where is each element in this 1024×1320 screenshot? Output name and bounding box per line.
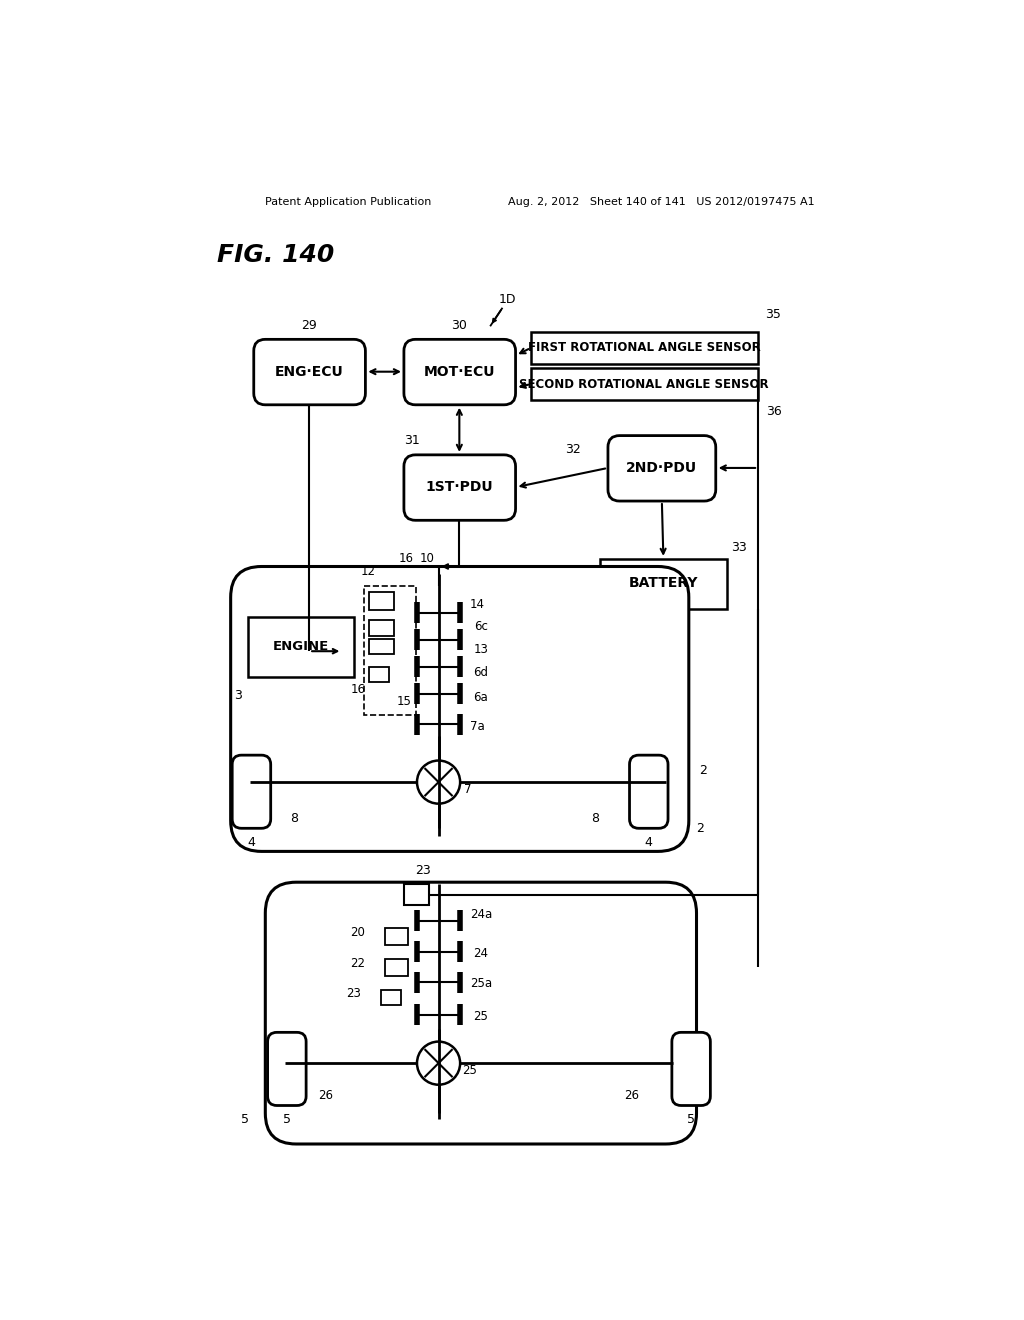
FancyBboxPatch shape [267,1032,306,1106]
Text: 6a: 6a [473,690,488,704]
Bar [248,616,354,677]
Text: 20: 20 [350,925,366,939]
Text: 16: 16 [398,552,414,565]
Bar [531,331,758,364]
Text: 32: 32 [565,444,582,455]
Text: FIG. 140: FIG. 140 [217,243,334,267]
Text: 33: 33 [731,541,746,554]
Text: 6d: 6d [473,667,488,680]
FancyBboxPatch shape [608,436,716,502]
Text: 2: 2 [696,822,705,834]
FancyBboxPatch shape [630,755,668,829]
Text: Aug. 2, 2012   Sheet 140 of 141   US 2012/0197475 A1: Aug. 2, 2012 Sheet 140 of 141 US 2012/01… [508,197,814,207]
Bar [403,884,429,906]
Text: 1ST·PDU: 1ST·PDU [426,480,494,494]
Text: 2: 2 [698,764,707,777]
Text: 25: 25 [462,1064,477,1077]
Text: ENG·ECU: ENG·ECU [274,364,344,379]
Text: 3: 3 [234,689,243,702]
Bar [600,558,727,609]
FancyBboxPatch shape [403,455,515,520]
Text: 24: 24 [473,946,488,960]
Text: 8: 8 [591,812,599,825]
Text: SECOND ROTATIONAL ANGLE SENSOR: SECOND ROTATIONAL ANGLE SENSOR [519,378,769,391]
Text: 23: 23 [346,987,361,1001]
Text: 25: 25 [473,1010,488,1023]
Text: 8: 8 [290,812,298,825]
Text: 1D: 1D [499,293,517,306]
Text: 4: 4 [645,836,652,849]
Text: 26: 26 [317,1089,333,1102]
Text: 24a: 24a [470,908,493,921]
Text: 29: 29 [301,319,317,333]
Text: 5: 5 [283,1113,291,1126]
Bar [370,591,394,610]
Text: 7: 7 [464,783,472,796]
Text: 6c: 6c [474,620,487,634]
Text: BATTERY: BATTERY [629,577,698,590]
Bar [370,639,394,655]
Text: 12: 12 [360,565,375,578]
Text: MOT·ECU: MOT·ECU [424,364,495,379]
Text: FIRST ROTATIONAL ANGLE SENSOR: FIRST ROTATIONAL ANGLE SENSOR [527,342,761,354]
FancyBboxPatch shape [672,1032,711,1106]
Text: 30: 30 [452,319,467,333]
Bar [531,368,758,400]
Text: ENGINE: ENGINE [272,640,329,653]
Text: 2ND·PDU: 2ND·PDU [627,461,697,475]
FancyBboxPatch shape [254,339,366,405]
FancyBboxPatch shape [265,882,696,1144]
Text: 22: 22 [350,957,366,970]
Text: 26: 26 [625,1089,639,1102]
Text: 23: 23 [416,865,431,878]
FancyBboxPatch shape [232,755,270,829]
Text: 15: 15 [396,694,412,708]
FancyBboxPatch shape [230,566,689,851]
Bar [385,928,408,945]
Text: 4: 4 [248,836,255,849]
Text: 13: 13 [473,643,488,656]
Text: 16: 16 [350,684,366,696]
Text: 10: 10 [420,552,434,565]
Text: 31: 31 [403,434,420,447]
Bar [385,960,408,977]
Text: 36: 36 [766,405,781,418]
Bar [381,990,400,1006]
Bar [364,586,416,715]
Text: 5: 5 [241,1113,249,1126]
FancyBboxPatch shape [403,339,515,405]
Text: Patent Application Publication: Patent Application Publication [265,197,432,207]
Text: 14: 14 [470,598,484,611]
Text: 5: 5 [687,1113,695,1126]
Bar [370,667,389,682]
Text: 25a: 25a [470,977,492,990]
Text: 7a: 7a [470,721,484,733]
Bar [370,620,394,636]
Text: 35: 35 [766,308,781,321]
